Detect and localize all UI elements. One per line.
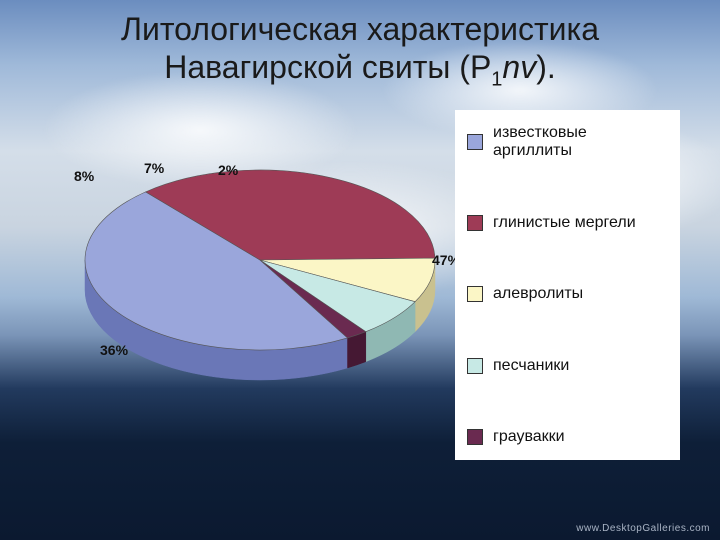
pie-pct-label: 36% [100, 342, 128, 358]
legend-swatch [467, 286, 483, 302]
legend-label: песчаники [493, 357, 569, 375]
pie-pct-label: 8% [74, 168, 94, 184]
legend-label: алевролиты [493, 285, 583, 303]
title-line-1: Литологическая характеристика [0, 10, 720, 48]
legend-item: граувакки [467, 428, 668, 446]
pie-chart [45, 130, 475, 420]
title-line-2: Навагирской свиты (P1nv). [0, 48, 720, 98]
legend-swatch [467, 358, 483, 374]
pie-pct-label: 2% [218, 162, 238, 178]
legend-item: известковые аргиллиты [467, 124, 668, 160]
slide-title: Литологическая характеристика Навагирско… [0, 10, 720, 98]
slide-stage: Литологическая характеристика Навагирско… [0, 0, 720, 540]
legend-label: известковые аргиллиты [493, 124, 668, 160]
legend-box: известковые аргиллиты глинистые мергели ал… [455, 110, 680, 460]
watermark-text: www.DesktopGalleries.com [576, 523, 710, 534]
legend-swatch [467, 429, 483, 445]
legend-item: глинистые мергели [467, 214, 668, 232]
legend-label: глинистые мергели [493, 214, 636, 232]
legend-item: алевролиты [467, 285, 668, 303]
pie-pct-label: 7% [144, 160, 164, 176]
legend-item: песчаники [467, 357, 668, 375]
legend-label: граувакки [493, 428, 565, 446]
legend-swatch [467, 134, 483, 150]
legend-swatch [467, 215, 483, 231]
